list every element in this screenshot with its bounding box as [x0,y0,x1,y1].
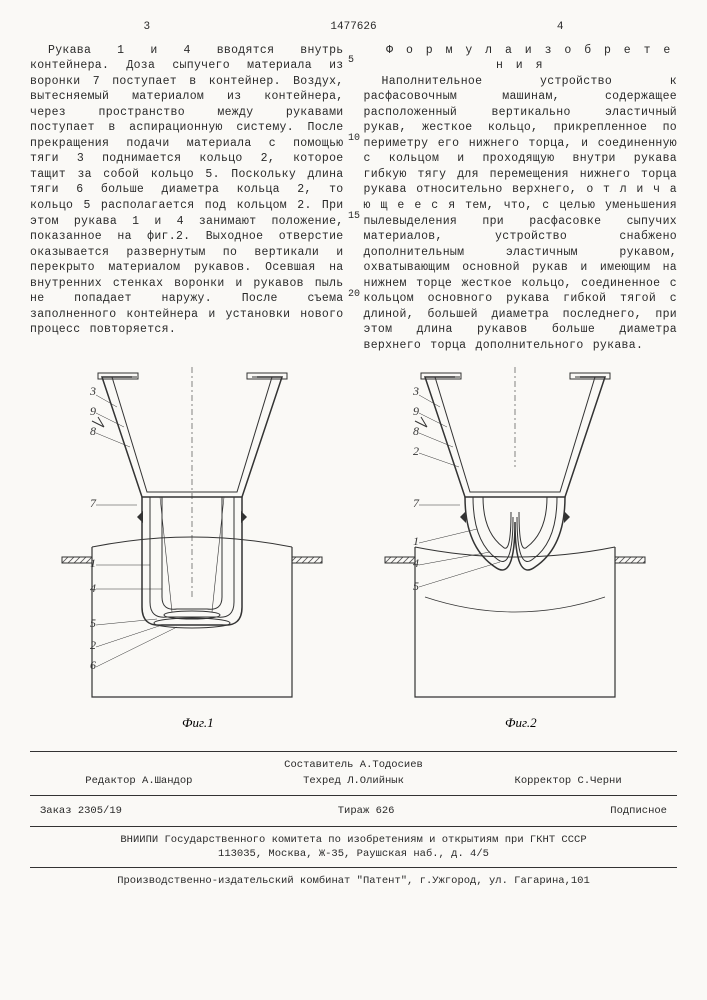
doc-number: 1477626 [250,20,457,35]
line-number-gutter: 5 10 15 20 [348,56,360,368]
editor-name: А.Шандор [142,775,192,787]
figure-1: 3 9 8 7 1 4 5 2 6 Фиг.1 [42,367,342,737]
svg-text:8: 8 [413,424,419,438]
tirazh-num: 626 [376,805,395,817]
svg-text:2: 2 [90,638,96,652]
credits-block: Составитель А.Тодосиев Редактор А.Шандор… [30,758,677,788]
line-marker: 5 [348,56,360,66]
order-row: Заказ 2305/19 Тираж 626 Подписное [30,802,677,820]
svg-text:7: 7 [90,496,97,510]
editor-cell: Редактор А.Шандор [85,774,192,788]
divider [30,826,677,827]
patent-page: 3 1477626 4 5 10 15 20 Рукава 1 и 4 ввод… [0,0,707,1000]
figure-2: 3 9 8 2 7 1 4 5 Фиг.2 [365,367,665,737]
order-num: 2305/19 [78,805,122,817]
footer-line-2: 113035, Москва, Ж-35, Раушская наб., д. … [30,847,677,861]
divider [30,867,677,868]
svg-text:8: 8 [90,424,96,438]
figures-block: 3 9 8 7 1 4 5 2 6 Фиг.1 [30,367,677,737]
divider [30,751,677,752]
paragraph: Наполнительное устройство к расфасовочны… [364,74,678,353]
credits-row: Редактор А.Шандор Техред Л.Олийнык Корре… [30,774,677,788]
svg-text:3: 3 [412,384,419,398]
corrector-cell: Корректор С.Черни [515,774,622,788]
techred-name: Л.Олийнык [347,775,404,787]
line-marker: 10 [348,134,360,144]
right-column: Ф о р м у л а и з о б р е т е н и я Напо… [364,43,678,353]
techred-cell: Техред Л.Олийнык [303,774,404,788]
right-page-num: 4 [457,20,664,35]
corrector-label: Корректор [515,775,572,787]
fig1-caption: Фиг.1 [182,715,214,730]
compiler-name: А.Тодосиев [360,759,423,771]
editor-label: Редактор [85,775,135,787]
svg-text:5: 5 [90,616,96,630]
corrector-name: С.Черни [578,775,622,787]
fig2-caption: Фиг.2 [505,715,537,730]
svg-text:2: 2 [413,444,419,458]
svg-text:3: 3 [89,384,96,398]
compiler-line: Составитель А.Тодосиев [30,758,677,772]
left-page-num: 3 [44,20,251,35]
svg-text:1: 1 [413,534,419,548]
order-label: Заказ [40,805,72,817]
order-cell: Заказ 2305/19 [40,804,122,818]
tirazh-label: Тираж [338,805,370,817]
svg-text:4: 4 [413,556,419,570]
footer-publisher: Производственно-издательский комбинат "П… [30,874,677,888]
page-header-numbers: 3 1477626 4 [44,20,664,35]
footer-vniipi: ВНИИПИ Государственного комитета по изоб… [30,833,677,861]
techred-label: Техред [303,775,341,787]
svg-text:1: 1 [90,556,96,570]
svg-text:5: 5 [413,579,419,593]
left-column: Рукава 1 и 4 вводятся внутрь контейнера.… [30,43,344,353]
compiler-label: Составитель [284,759,353,771]
footer-line-1: ВНИИПИ Государственного комитета по изоб… [30,833,677,847]
subscription: Подписное [610,804,667,818]
svg-text:6: 6 [90,658,96,672]
divider [30,795,677,796]
svg-text:9: 9 [413,404,419,418]
svg-text:9: 9 [90,404,96,418]
tirazh-cell: Тираж 626 [338,804,395,818]
svg-text:4: 4 [90,581,96,595]
paragraph: Рукава 1 и 4 вводятся внутрь контейнера.… [30,43,344,338]
line-marker: 15 [348,212,360,222]
formula-heading: Ф о р м у л а и з о б р е т е н и я [364,43,678,74]
svg-text:7: 7 [413,496,420,510]
line-marker: 20 [348,290,360,300]
